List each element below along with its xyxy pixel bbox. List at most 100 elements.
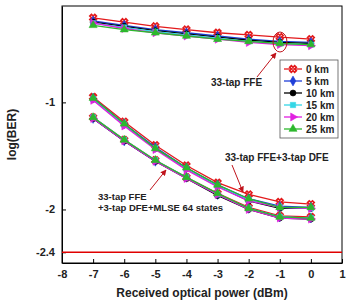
series-marker xyxy=(245,194,253,201)
series-marker xyxy=(276,203,284,210)
series-marker xyxy=(276,212,284,219)
threshold-line xyxy=(62,252,342,254)
annotation: 33-tap FFE xyxy=(211,77,262,88)
annotation-line: 33-tap FFE+3-tap DFE xyxy=(225,152,329,163)
x-tick: -7 xyxy=(89,259,99,280)
x-tick-mark xyxy=(155,259,156,263)
y-tick: -1 xyxy=(45,96,66,108)
series-marker xyxy=(89,113,97,120)
x-axis: -8 -7 -6 -5 -4 -3 -2 -1 0 1 xyxy=(58,259,346,280)
series-marker xyxy=(89,21,97,28)
x-tick-label: -3 xyxy=(213,268,223,280)
series-marker xyxy=(306,212,316,222)
series-line xyxy=(93,23,311,45)
annotation-arrow xyxy=(257,53,276,77)
legend-line xyxy=(284,68,302,69)
series-marker xyxy=(214,189,222,196)
series-marker xyxy=(151,156,159,163)
x-tick: -6 xyxy=(120,259,130,280)
series-marker xyxy=(245,204,253,211)
x-tick-label: -6 xyxy=(120,268,130,280)
x-tick-label: 1 xyxy=(339,268,345,280)
x-tick-mark xyxy=(218,259,219,263)
plot-frame xyxy=(62,6,342,263)
annotation-arrow xyxy=(232,165,243,192)
series-marker xyxy=(245,37,253,44)
y-tick-label: -2 xyxy=(45,203,55,215)
x-tick-label: -8 xyxy=(58,268,68,280)
series-marker xyxy=(307,203,315,210)
plot: -8-7-6-5-4-3-2-101-1-2-2.433-tap FFE33-t… xyxy=(36,6,346,280)
y-axis-title: log(BER) xyxy=(5,109,19,160)
x-tick-mark xyxy=(186,259,187,263)
series-marker xyxy=(214,180,222,187)
legend-marker xyxy=(290,90,296,96)
x-axis-title: Received optical power (dBm) xyxy=(116,286,287,300)
x-tick-label: -1 xyxy=(275,268,285,280)
x-tick-mark xyxy=(280,259,281,263)
x-tick-label: -7 xyxy=(89,268,99,280)
series-marker xyxy=(89,93,97,100)
x-tick-label: 0 xyxy=(308,268,314,280)
x-tick-label: -5 xyxy=(151,268,161,280)
annotation: 33-tap FFE+3-tap DFE+MLSE 64 states xyxy=(98,191,223,213)
series-line xyxy=(93,117,311,218)
x-tick-mark xyxy=(249,259,250,263)
x-tick: -3 xyxy=(213,259,223,280)
x-tick-label: -4 xyxy=(182,268,193,280)
series-marker xyxy=(182,31,190,38)
series-marker xyxy=(214,35,222,42)
series-marker xyxy=(182,163,190,170)
legend-label: 15 km xyxy=(306,100,334,111)
annotation-arrow xyxy=(150,170,166,190)
series-line xyxy=(93,117,311,217)
series-marker xyxy=(307,213,315,220)
series-marker xyxy=(182,173,190,180)
annotation-ellipse xyxy=(273,32,287,52)
legend-label: 10 km xyxy=(306,88,334,99)
series-marker xyxy=(120,119,128,126)
y-tick-mark xyxy=(62,102,66,103)
x-tick-mark xyxy=(124,259,125,263)
series-marker xyxy=(307,40,315,47)
x-tick: -1 xyxy=(275,259,285,280)
x-tick: -5 xyxy=(151,259,161,280)
series-marker xyxy=(120,25,128,32)
legend-label: 0 km xyxy=(306,64,329,75)
legend-marker xyxy=(289,124,297,131)
x-tick-mark xyxy=(93,259,94,263)
series-line xyxy=(93,118,311,219)
x-tick: 0 xyxy=(308,259,314,280)
series-marker xyxy=(151,28,159,35)
legend-marker xyxy=(288,64,298,74)
series-marker xyxy=(120,135,128,142)
series-line xyxy=(93,97,311,204)
annotation-line: +3-tap DFE+MLSE 64 states xyxy=(98,202,223,213)
chart: -8-7-6-5-4-3-2-101-1-2-2.433-tap FFE33-t… xyxy=(0,0,352,303)
legend-marker xyxy=(290,76,296,86)
legend-label: 5 km xyxy=(306,76,329,87)
y-tick-label: -2.4 xyxy=(36,246,56,258)
y-tick: -2 xyxy=(45,203,66,215)
legend-label: 25 km xyxy=(306,124,334,135)
legend-marker xyxy=(290,102,295,107)
series-marker xyxy=(151,144,159,151)
series-marker xyxy=(276,39,284,46)
legend-marker xyxy=(291,113,298,121)
annotation-line: 33-tap FFE xyxy=(211,77,262,88)
annotation: 33-tap FFE+3-tap DFE xyxy=(225,152,329,163)
x-tick-label: -2 xyxy=(244,268,254,280)
legend-label: 20 km xyxy=(306,112,334,123)
series-line xyxy=(93,117,311,218)
series-marker xyxy=(88,92,98,102)
y-tick-label: -1 xyxy=(45,96,55,108)
legend-box xyxy=(280,60,338,138)
data-area xyxy=(62,13,342,253)
annotation-line: 33-tap FFE xyxy=(98,191,147,202)
y-tick-mark xyxy=(62,209,66,210)
x-tick-mark xyxy=(311,259,312,263)
series-line xyxy=(93,118,311,219)
x-tick: -4 xyxy=(182,259,193,280)
legend: 0 km5 km10 km15 km20 km25 km xyxy=(280,60,338,138)
series-line xyxy=(93,118,311,218)
